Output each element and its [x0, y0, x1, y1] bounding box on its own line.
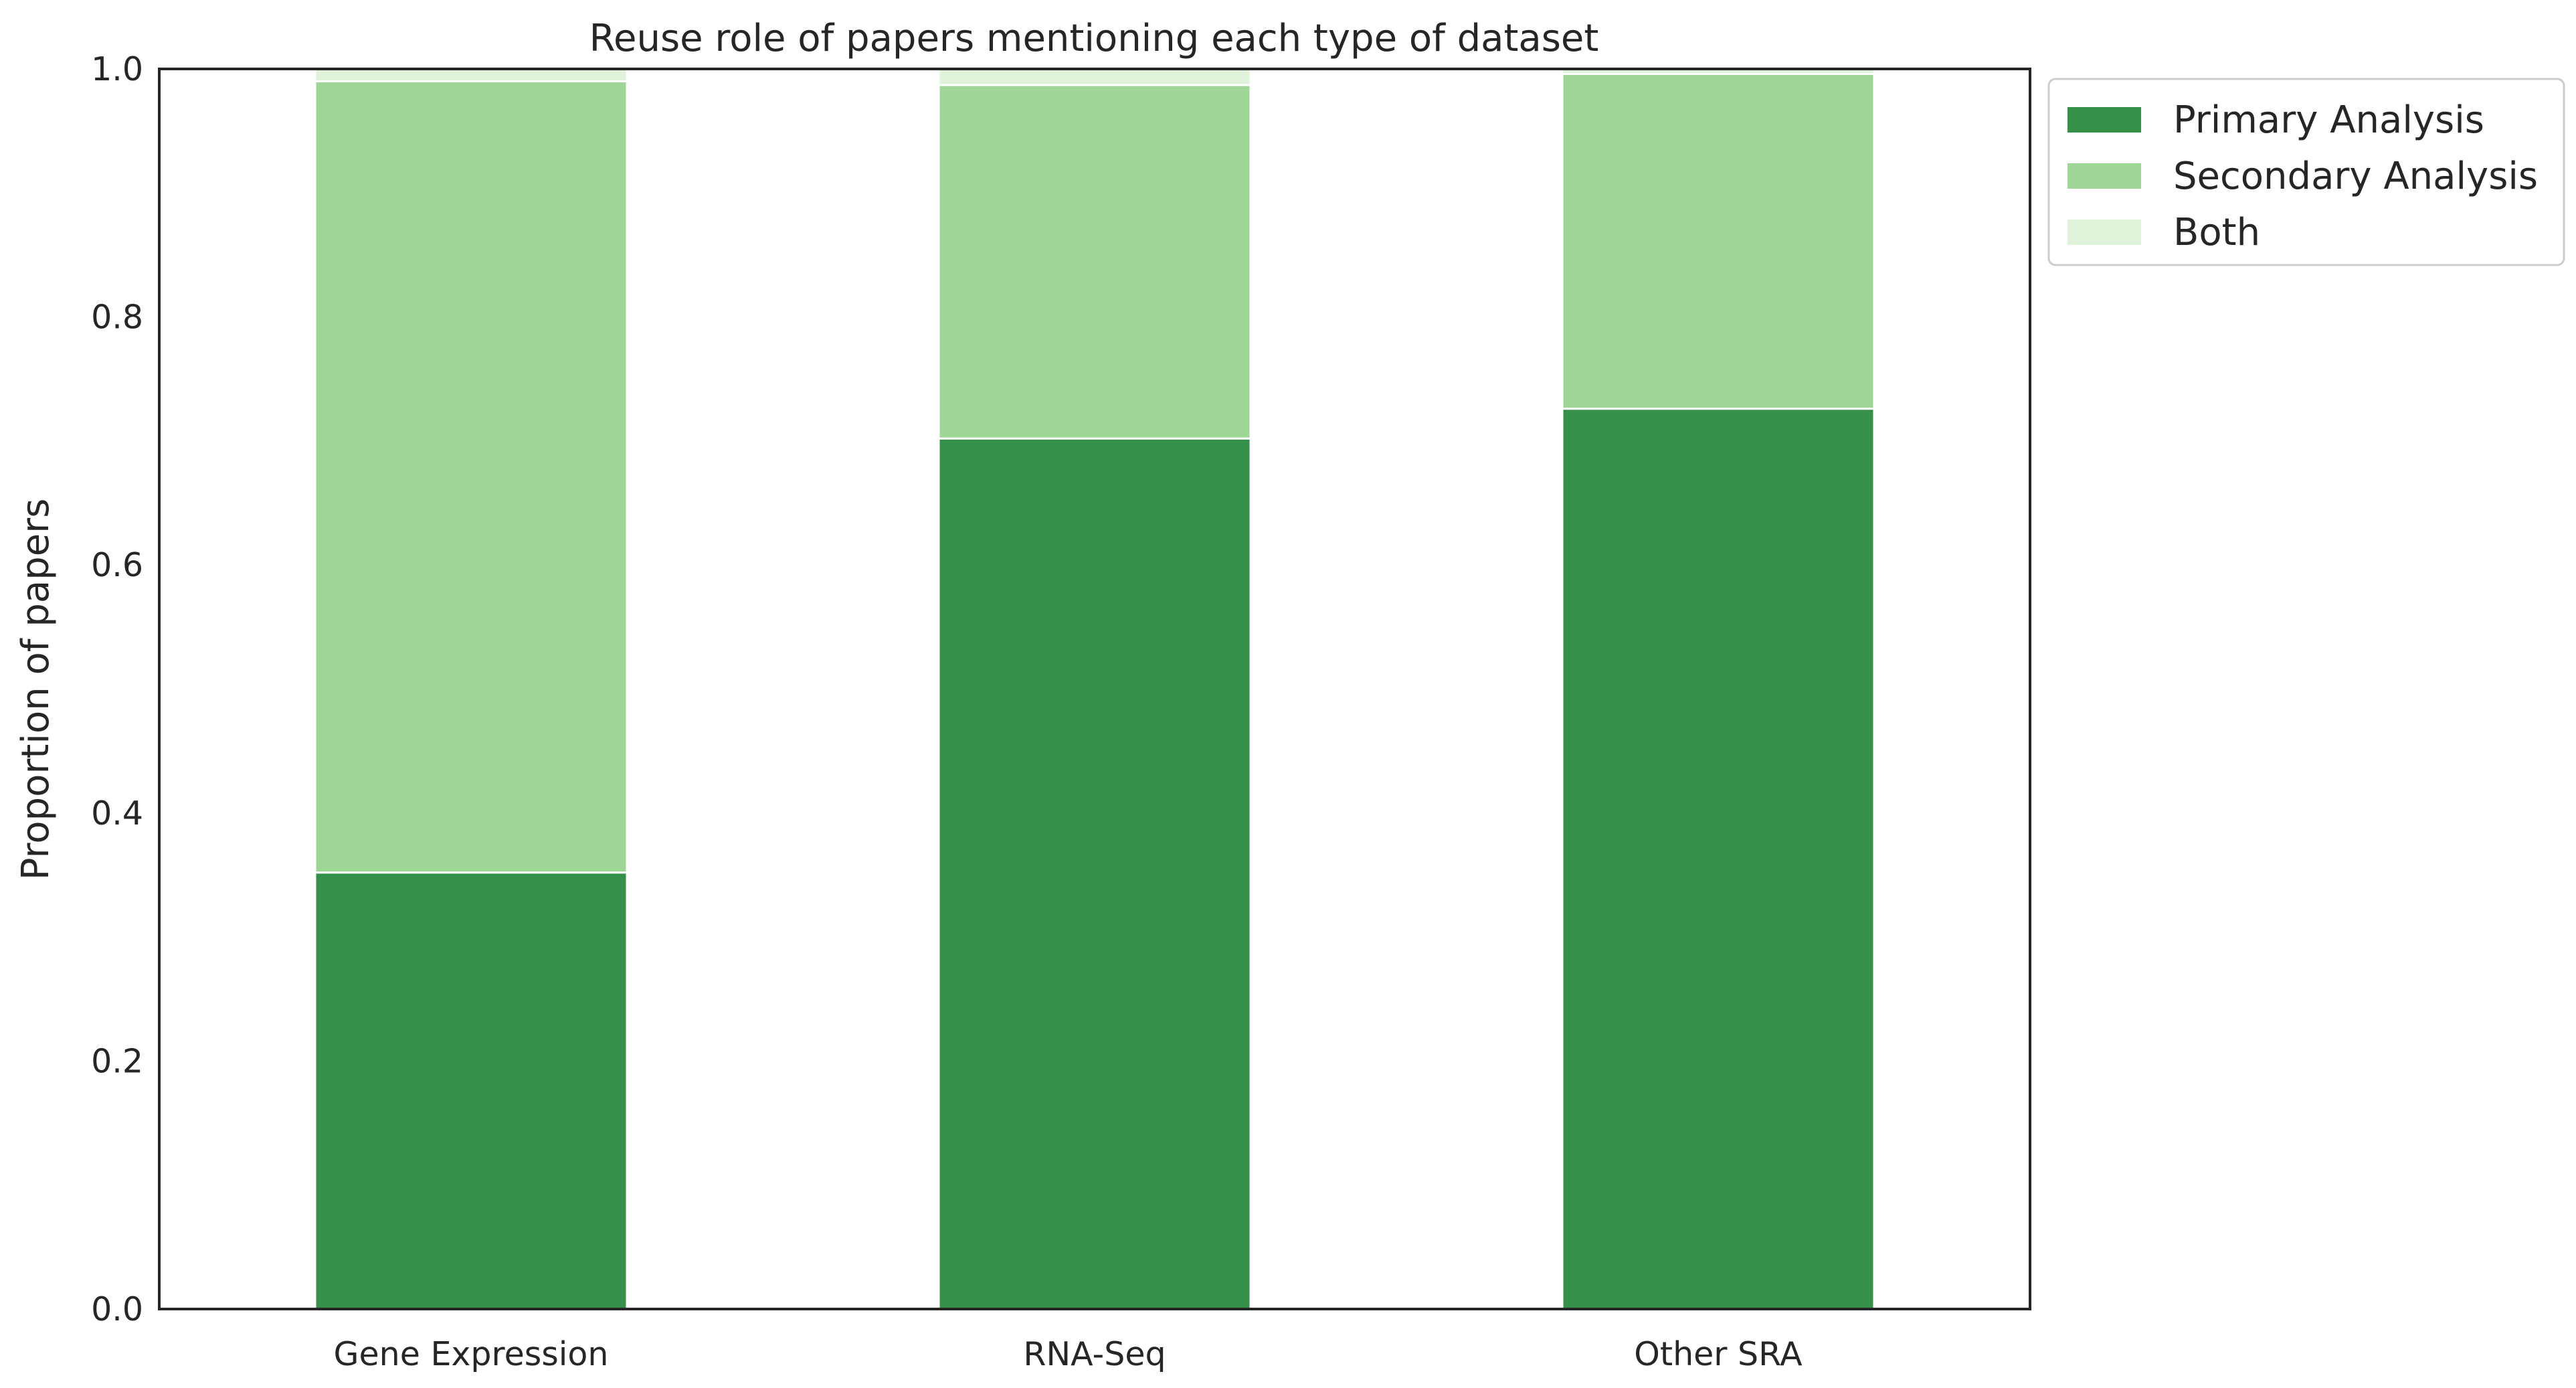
legend-swatch-primary-analysis — [2067, 107, 2141, 133]
legend-label: Primary Analysis — [2173, 98, 2484, 142]
y-axis-label: Proportion of papers — [14, 499, 58, 881]
plot-frame — [158, 68, 2031, 1310]
legend-swatch-secondary-analysis — [2067, 163, 2141, 189]
bar-gene-expression-primary-analysis — [314, 871, 628, 1310]
legend-swatch-both — [2067, 220, 2141, 245]
x-tick-label: RNA-Seq — [1023, 1335, 1166, 1373]
bar-other-sra-secondary-analysis — [1561, 72, 1875, 410]
y-tick-label: 0.0 — [91, 1290, 143, 1328]
x-tick-label: Gene Expression — [334, 1335, 609, 1373]
y-tick-label: 0.4 — [91, 794, 143, 833]
legend-label: Secondary Analysis — [2173, 155, 2538, 198]
y-tick-label: 0.8 — [91, 298, 143, 337]
bars-layer — [314, 68, 1875, 1310]
y-ticks: 0.0 0.2 0.4 0.6 0.8 1.0 — [91, 50, 143, 1328]
bar-rna-seq-secondary-analysis — [937, 84, 1252, 440]
x-tick-label: Other SRA — [1634, 1335, 1803, 1373]
bar-gene-expression-secondary-analysis — [314, 80, 628, 874]
bar-other-sra-primary-analysis — [1561, 408, 1875, 1310]
legend-box — [2047, 78, 2565, 266]
legend-label: Both — [2173, 211, 2260, 254]
y-tick-label: 0.6 — [91, 546, 143, 584]
x-ticks: Gene Expression RNA-Seq Other SRA — [334, 1335, 1803, 1373]
legend: Primary Analysis Secondary Analysis Both — [2047, 78, 2565, 266]
chart-title: Reuse role of papers mentioning each typ… — [589, 17, 1599, 60]
y-tick-label: 0.2 — [91, 1042, 143, 1080]
bar-rna-seq-primary-analysis — [937, 437, 1252, 1310]
y-tick-label: 1.0 — [91, 50, 143, 88]
bar-rna-seq-both — [937, 68, 1252, 86]
bar-gene-expression-both — [314, 68, 628, 83]
